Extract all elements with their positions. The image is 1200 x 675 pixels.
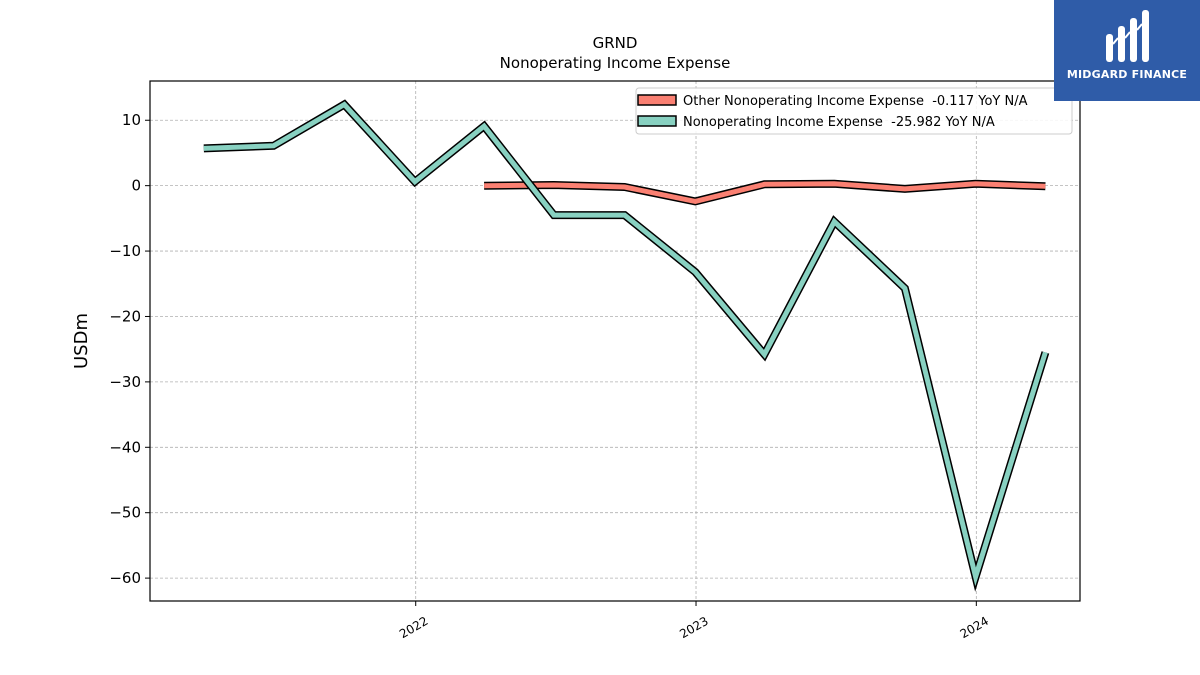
legend-label-1: Other Nonoperating Income Expense -0.117… xyxy=(683,94,1028,109)
chart-subtitle: Nonoperating Income Expense xyxy=(500,54,731,72)
y-tick-label: −60 xyxy=(109,569,141,587)
midgard-logo-icon xyxy=(1106,10,1149,62)
y-axis-label: USDm xyxy=(71,313,92,369)
series-line-1 xyxy=(484,181,1046,204)
plot-series xyxy=(203,99,1050,592)
legend-box xyxy=(635,87,1073,135)
x-tick-label: 2022 xyxy=(397,614,430,641)
y-tick-label: 0 xyxy=(131,177,141,195)
y-tick-label: −20 xyxy=(109,307,141,325)
y-tick-label: −50 xyxy=(109,504,141,522)
y-tick-label: −40 xyxy=(109,438,141,456)
legend-swatch-2 xyxy=(637,115,677,127)
x-axis-ticks: 2022 2023 2024 xyxy=(397,601,991,641)
x-tick-label: 2023 xyxy=(677,614,710,641)
x-tick-label: 2024 xyxy=(958,614,991,641)
legend-label-2: Nonoperating Income Expense -25.982 YoY … xyxy=(683,115,995,130)
plot-frame xyxy=(149,80,1081,602)
legend: Other Nonoperating Income Expense -0.117… xyxy=(635,87,1073,135)
y-axis-ticks: 10 0 −10 −20 −30 −40 −50 −60 xyxy=(109,111,150,587)
series-line-2 xyxy=(203,101,1048,587)
chart-title: GRND xyxy=(593,34,638,52)
brand-name: MIDGARD FINANCE xyxy=(1066,68,1188,81)
grid-lines xyxy=(150,81,1080,601)
y-tick-label: 10 xyxy=(122,111,141,129)
brand-logo: MIDGARD FINANCE xyxy=(1054,0,1200,101)
legend-swatch-1 xyxy=(637,94,677,106)
y-tick-label: −30 xyxy=(109,373,141,391)
y-tick-label: −10 xyxy=(109,242,141,260)
